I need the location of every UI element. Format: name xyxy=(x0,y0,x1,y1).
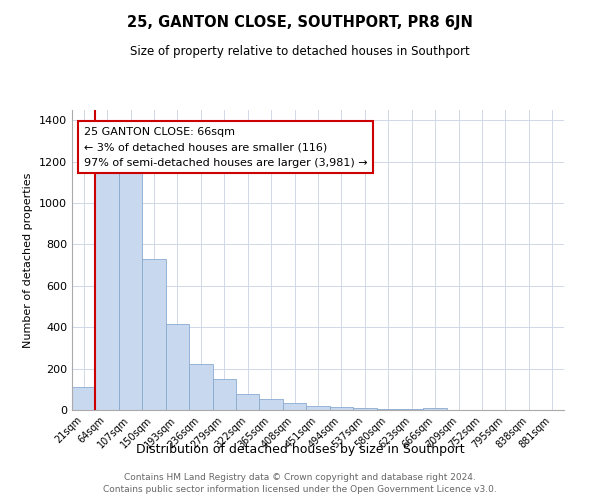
Text: 25, GANTON CLOSE, SOUTHPORT, PR8 6JN: 25, GANTON CLOSE, SOUTHPORT, PR8 6JN xyxy=(127,15,473,30)
Bar xyxy=(283,403,306,410)
Text: Size of property relative to detached houses in Southport: Size of property relative to detached ho… xyxy=(130,45,470,58)
Bar xyxy=(119,171,142,410)
Bar xyxy=(189,364,212,410)
Bar xyxy=(424,408,447,410)
Bar xyxy=(330,407,353,410)
Bar xyxy=(236,394,259,410)
Text: Contains public sector information licensed under the Open Government Licence v3: Contains public sector information licen… xyxy=(103,485,497,494)
Text: Distribution of detached houses by size in Southport: Distribution of detached houses by size … xyxy=(136,442,464,456)
Bar xyxy=(259,399,283,410)
Bar xyxy=(166,324,189,410)
Text: Contains HM Land Registry data © Crown copyright and database right 2024.: Contains HM Land Registry data © Crown c… xyxy=(124,472,476,482)
Bar xyxy=(306,406,330,410)
Bar xyxy=(142,259,166,410)
Bar xyxy=(353,408,377,410)
Bar xyxy=(212,380,236,410)
Bar xyxy=(400,409,424,410)
Bar xyxy=(377,409,400,410)
Bar xyxy=(72,387,95,410)
Y-axis label: Number of detached properties: Number of detached properties xyxy=(23,172,34,348)
Bar xyxy=(95,171,119,410)
Text: 25 GANTON CLOSE: 66sqm
← 3% of detached houses are smaller (116)
97% of semi-det: 25 GANTON CLOSE: 66sqm ← 3% of detached … xyxy=(84,126,368,168)
